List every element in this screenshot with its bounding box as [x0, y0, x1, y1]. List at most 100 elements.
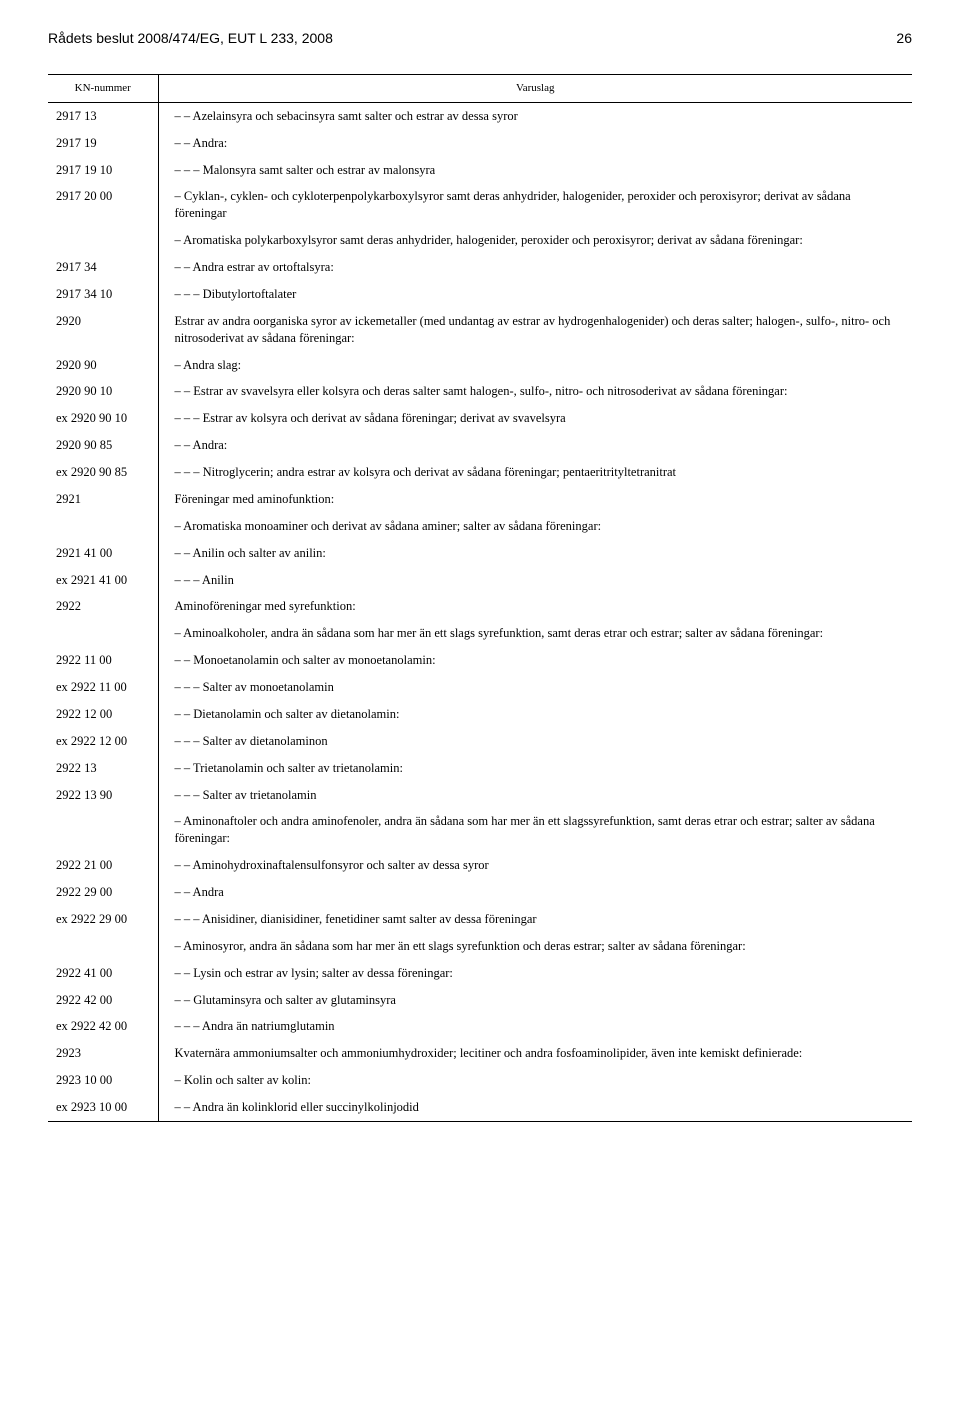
cell-desc: – – Andra: — [158, 432, 912, 459]
col-header-code: KN-nummer — [48, 75, 158, 103]
table-row: 2920 Estrar av andra oorganiska syror av … — [48, 308, 912, 352]
cell-desc: Kvaternära ammoniumsalter och ammoniumhy… — [158, 1040, 912, 1067]
cell-code: 2917 34 — [48, 254, 158, 281]
cell-desc: – – – Dibutylortoftalater — [158, 281, 912, 308]
desc-text: Estrar av andra oorganiska syror av icke… — [167, 313, 905, 347]
table-row: 2920 90 85– – Andra: — [48, 432, 912, 459]
table-row: 2921 Föreningar med aminofunktion: — [48, 486, 912, 513]
cell-code — [48, 620, 158, 647]
cell-code: 2923 10 00 — [48, 1067, 158, 1094]
cell-desc: – Andra slag: — [158, 352, 912, 379]
cell-code: ex 2921 41 00 — [48, 567, 158, 594]
cell-desc: – – Aminohydroxinaftalensulfonsyror och … — [158, 852, 912, 879]
cell-code: 2917 20 00 — [48, 183, 158, 227]
header-right: 26 — [896, 30, 912, 46]
table-row: 2922 21 00– – Aminohydroxinaftalensulfon… — [48, 852, 912, 879]
table-row: 2920 90 10– – Estrar av svavelsyra eller… — [48, 378, 912, 405]
cell-code: 2922 29 00 — [48, 879, 158, 906]
table-row: 2917 19 10– – – Malonsyra samt salter oc… — [48, 157, 912, 184]
cell-desc: – – – Anisidiner, dianisidiner, fenetidi… — [158, 906, 912, 933]
desc-text: – – – Salter av trietanolamin — [167, 787, 905, 804]
table-row: 2917 13 – – Azelainsyra och sebacinsyra s… — [48, 102, 912, 129]
table-row: 2922 11 00 – – Monoetanolamin och salter … — [48, 647, 912, 674]
desc-text: – Aminosyror, andra än sådana som har me… — [167, 938, 905, 955]
cell-code: ex 2922 12 00 — [48, 728, 158, 755]
cell-code: ex 2922 42 00 — [48, 1013, 158, 1040]
desc-text: – Kolin och salter av kolin: — [167, 1072, 905, 1089]
header-left: Rådets beslut 2008/474/EG, EUT L 233, 20… — [48, 30, 333, 46]
cell-desc: – Aminoalkoholer, andra än sådana som ha… — [158, 620, 912, 647]
cell-code: 2922 11 00 — [48, 647, 158, 674]
desc-text: – – – Salter av monoetanolamin — [167, 679, 905, 696]
cell-code: 2922 21 00 — [48, 852, 158, 879]
desc-text: – – Monoetanolamin och salter av monoeta… — [167, 652, 905, 669]
cell-desc: – Cyklan-, cyklen- och cykloterpenpolyka… — [158, 183, 912, 227]
main-table: KN-nummer Varuslag 2917 13– – Azelainsyr… — [48, 74, 912, 1122]
table-row: 2922 41 00– – Lysin och estrar av lysin;… — [48, 960, 912, 987]
table-row: ex 2922 29 00– – – Anisidiner, dianisidi… — [48, 906, 912, 933]
desc-text: Aminoföreningar med syrefunktion: — [167, 598, 905, 615]
desc-text: – – Andra — [167, 884, 905, 901]
cell-code: 2922 13 — [48, 755, 158, 782]
table-row: ex 2920 90 10– – – Estrar av kolsyra och… — [48, 405, 912, 432]
cell-desc: – – Dietanolamin och salter av dietanola… — [158, 701, 912, 728]
cell-desc: – – Monoetanolamin och salter av monoeta… — [158, 647, 912, 674]
table-row: 2922 13 90– – – Salter av trietanolamin — [48, 782, 912, 809]
cell-desc: – Aminonaftoler och andra aminofenoler, … — [158, 808, 912, 852]
desc-text: – – Anilin och salter av anilin: — [167, 545, 905, 562]
cell-desc: – – – Salter av trietanolamin — [158, 782, 912, 809]
cell-desc: – – – Anilin — [158, 567, 912, 594]
desc-text: – Cyklan-, cyklen- och cykloterpenpolyka… — [167, 188, 905, 222]
table-row: 2923 Kvaternära ammoniumsalter och ammoni… — [48, 1040, 912, 1067]
desc-text: Föreningar med aminofunktion: — [167, 491, 905, 508]
table-row: – Aromatiska monoaminer och derivat av s… — [48, 513, 912, 540]
desc-text: – Andra slag: — [167, 357, 905, 374]
table-row: – Aminonaftoler och andra aminofenoler, … — [48, 808, 912, 852]
cell-code: 2922 12 00 — [48, 701, 158, 728]
cell-code — [48, 513, 158, 540]
cell-desc: – – Andra: — [158, 130, 912, 157]
desc-text: – – Trietanolamin och salter av trietano… — [167, 760, 905, 777]
desc-text: – – – Anilin — [167, 572, 905, 589]
cell-code: 2921 — [48, 486, 158, 513]
desc-text: – – Andra än kolinklorid eller succinylk… — [167, 1099, 905, 1116]
cell-code: 2917 19 — [48, 130, 158, 157]
table-row: 2917 20 00 – Cyklan-, cyklen- och cyklote… — [48, 183, 912, 227]
table-row: 2921 41 00 – – Anilin och salter av anili… — [48, 540, 912, 567]
table-row: ex 2920 90 85– – – Nitroglycerin; andra … — [48, 459, 912, 486]
cell-code: ex 2922 11 00 — [48, 674, 158, 701]
table-row: – Aminoalkoholer, andra än sådana som ha… — [48, 620, 912, 647]
cell-code: 2923 — [48, 1040, 158, 1067]
cell-code: 2920 90 — [48, 352, 158, 379]
table-row: 2922 Aminoföreningar med syrefunktion: — [48, 593, 912, 620]
desc-text: Kvaternära ammoniumsalter och ammoniumhy… — [167, 1045, 905, 1062]
desc-text: – Aminoalkoholer, andra än sådana som ha… — [167, 625, 905, 642]
table-row: 2923 10 00 – Kolin och salter av kolin: — [48, 1067, 912, 1094]
table-row: 2920 90 – Andra slag: — [48, 352, 912, 379]
desc-text: – – – Malonsyra samt salter och estrar a… — [167, 162, 905, 179]
cell-desc: – – Andra estrar av ortoftalsyra: — [158, 254, 912, 281]
desc-text: – – – Anisidiner, dianisidiner, fenetidi… — [167, 911, 905, 928]
cell-desc: – – – Nitroglycerin; andra estrar av kol… — [158, 459, 912, 486]
cell-desc: – – – Andra än natriumglutamin — [158, 1013, 912, 1040]
cell-desc: – Kolin och salter av kolin: — [158, 1067, 912, 1094]
cell-desc: – Aminosyror, andra än sådana som har me… — [158, 933, 912, 960]
table-row: 2922 13 – – Trietanolamin och salter av t… — [48, 755, 912, 782]
cell-code — [48, 227, 158, 254]
desc-text: – – Andra: — [167, 437, 905, 454]
desc-text: – – – Andra än natriumglutamin — [167, 1018, 905, 1035]
cell-code: 2922 — [48, 593, 158, 620]
cell-desc: – – Andra — [158, 879, 912, 906]
cell-desc: – – Lysin och estrar av lysin; salter av… — [158, 960, 912, 987]
cell-code: 2917 13 — [48, 102, 158, 129]
desc-text: – – Azelainsyra och sebacinsyra samt sal… — [167, 108, 905, 125]
desc-text: – – Dietanolamin och salter av dietanola… — [167, 706, 905, 723]
desc-text: – Aromatiska polykarboxylsyror samt dera… — [167, 232, 905, 249]
cell-code: 2921 41 00 — [48, 540, 158, 567]
cell-desc: – – – Salter av dietanolaminon — [158, 728, 912, 755]
table-row: ex 2923 10 00– – Andra än kolinklorid el… — [48, 1094, 912, 1121]
desc-text: – – – Estrar av kolsyra och derivat av s… — [167, 410, 905, 427]
desc-text: – Aminonaftoler och andra aminofenoler, … — [167, 813, 905, 847]
desc-text: – – – Nitroglycerin; andra estrar av kol… — [167, 464, 905, 481]
cell-code: 2920 — [48, 308, 158, 352]
